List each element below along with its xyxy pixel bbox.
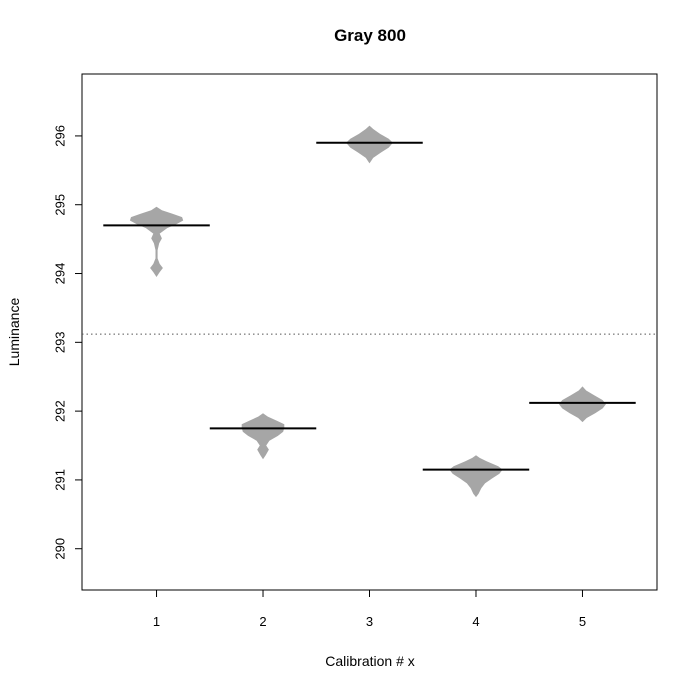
violin-1 [129, 206, 184, 277]
y-tick-label: 296 [53, 125, 68, 147]
violin-3 [346, 125, 393, 164]
x-axis-label: Calibration # x [325, 653, 415, 669]
x-tick-label: 5 [579, 614, 586, 629]
violin-5 [559, 386, 606, 423]
x-tick-label: 2 [259, 614, 266, 629]
chart-title: Gray 800 [334, 26, 406, 45]
x-tick-label: 3 [366, 614, 373, 629]
violin-4 [449, 455, 503, 498]
y-tick-label: 295 [53, 194, 68, 216]
y-tick-label: 294 [53, 263, 68, 285]
y-tick-label: 290 [53, 538, 68, 560]
y-axis-label: Luminance [6, 298, 22, 367]
violin-2 [241, 413, 285, 460]
y-tick-label: 292 [53, 400, 68, 422]
plot-marks: 290 291 292 293 294 295 296 1 2 3 4 5 [53, 125, 657, 629]
y-tick-label: 291 [53, 469, 68, 491]
y-tick-label: 293 [53, 331, 68, 353]
x-tick-label: 4 [472, 614, 479, 629]
x-tick-label: 1 [153, 614, 160, 629]
